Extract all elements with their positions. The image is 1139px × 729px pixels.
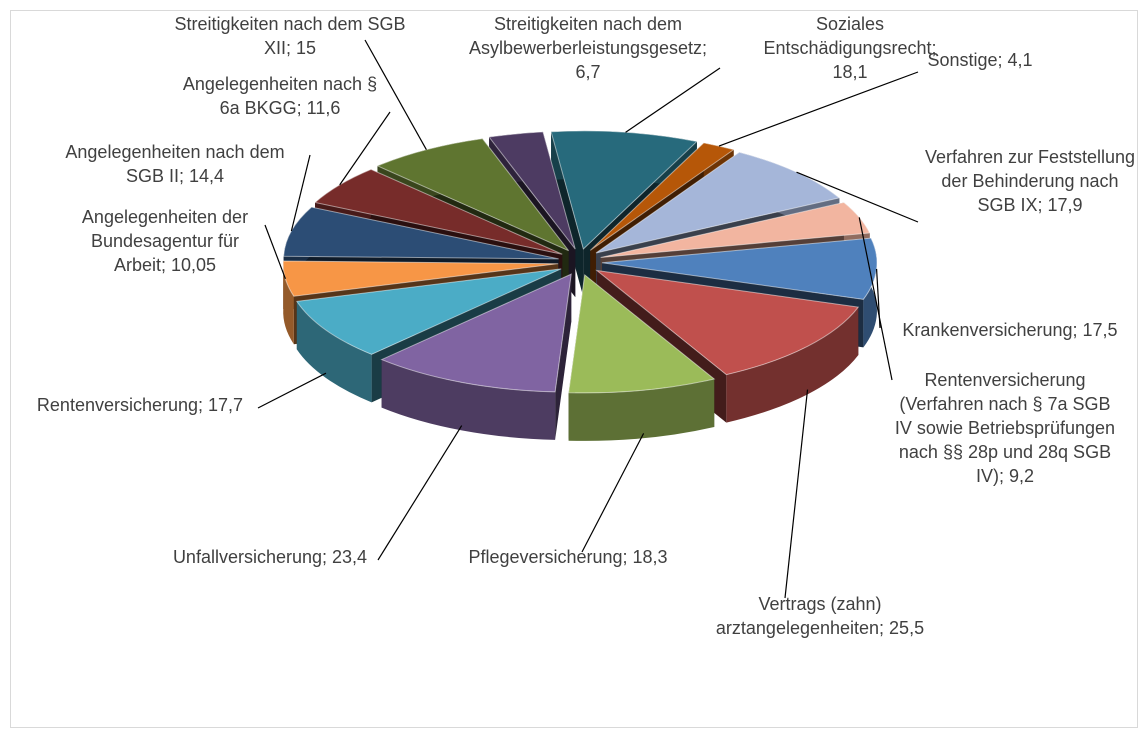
leader-line: [581, 433, 645, 553]
slice-wall: [283, 261, 294, 345]
leader-line: [257, 372, 327, 409]
data-label: Unfallversicherung; 23,4: [172, 547, 368, 567]
leader-line: [290, 154, 311, 232]
data-label: Krankenversicherung; 17,5: [902, 320, 1118, 340]
slice-wall: [726, 307, 859, 423]
slice-top: [601, 237, 878, 300]
slice-top: [568, 273, 716, 394]
slice-top: [595, 269, 860, 376]
data-label: Pflegeversicherung; 18,3: [468, 547, 668, 567]
data-label: Angelegenheiten der Bundesagentur für Ar…: [81, 207, 249, 275]
leader-line: [264, 224, 287, 280]
leader-line: [364, 39, 427, 151]
slice: [380, 273, 572, 440]
slice: [568, 273, 716, 441]
slice-top: [550, 130, 698, 250]
data-label: Rentenversicherung (Verfahren nach § 7a …: [894, 370, 1116, 486]
slice-wall: [381, 359, 556, 440]
data-label: Sonstige; 4,1: [927, 50, 1033, 70]
slice-top: [295, 268, 562, 355]
slice-top: [380, 273, 572, 393]
leader-line: [718, 71, 919, 147]
data-label: Streitigkeiten nach dem Asylbewerberleis…: [468, 14, 708, 82]
leader-line: [377, 425, 463, 561]
leader-line: [796, 171, 919, 223]
chart-frame: [10, 10, 1138, 728]
data-label: Angelegenheiten nach dem SGB II; 14,4: [65, 142, 285, 186]
data-label: Streitigkeiten nach dem SGB XII; 15: [174, 14, 406, 58]
slice-top: [376, 138, 570, 252]
slice-wall: [296, 301, 372, 403]
leader-line: [339, 111, 391, 186]
data-label: Soziales Entschädigungsrecht; 18,1: [763, 14, 937, 82]
leader-line: [858, 217, 893, 381]
data-label: Vertrags (zahn) arztangelegenheiten; 25,…: [715, 594, 925, 638]
slice-wall: [568, 378, 715, 441]
leader-line: [784, 389, 809, 599]
leader-line: [625, 67, 721, 133]
slice-top: [488, 131, 576, 250]
data-label: Angelegenheiten nach § 6a BKGG; 11,6: [182, 74, 378, 118]
slice-top: [595, 151, 841, 254]
data-label: Rentenversicherung; 17,7: [36, 395, 244, 415]
data-label: Verfahren zur Feststellung der Behinderu…: [924, 147, 1136, 215]
